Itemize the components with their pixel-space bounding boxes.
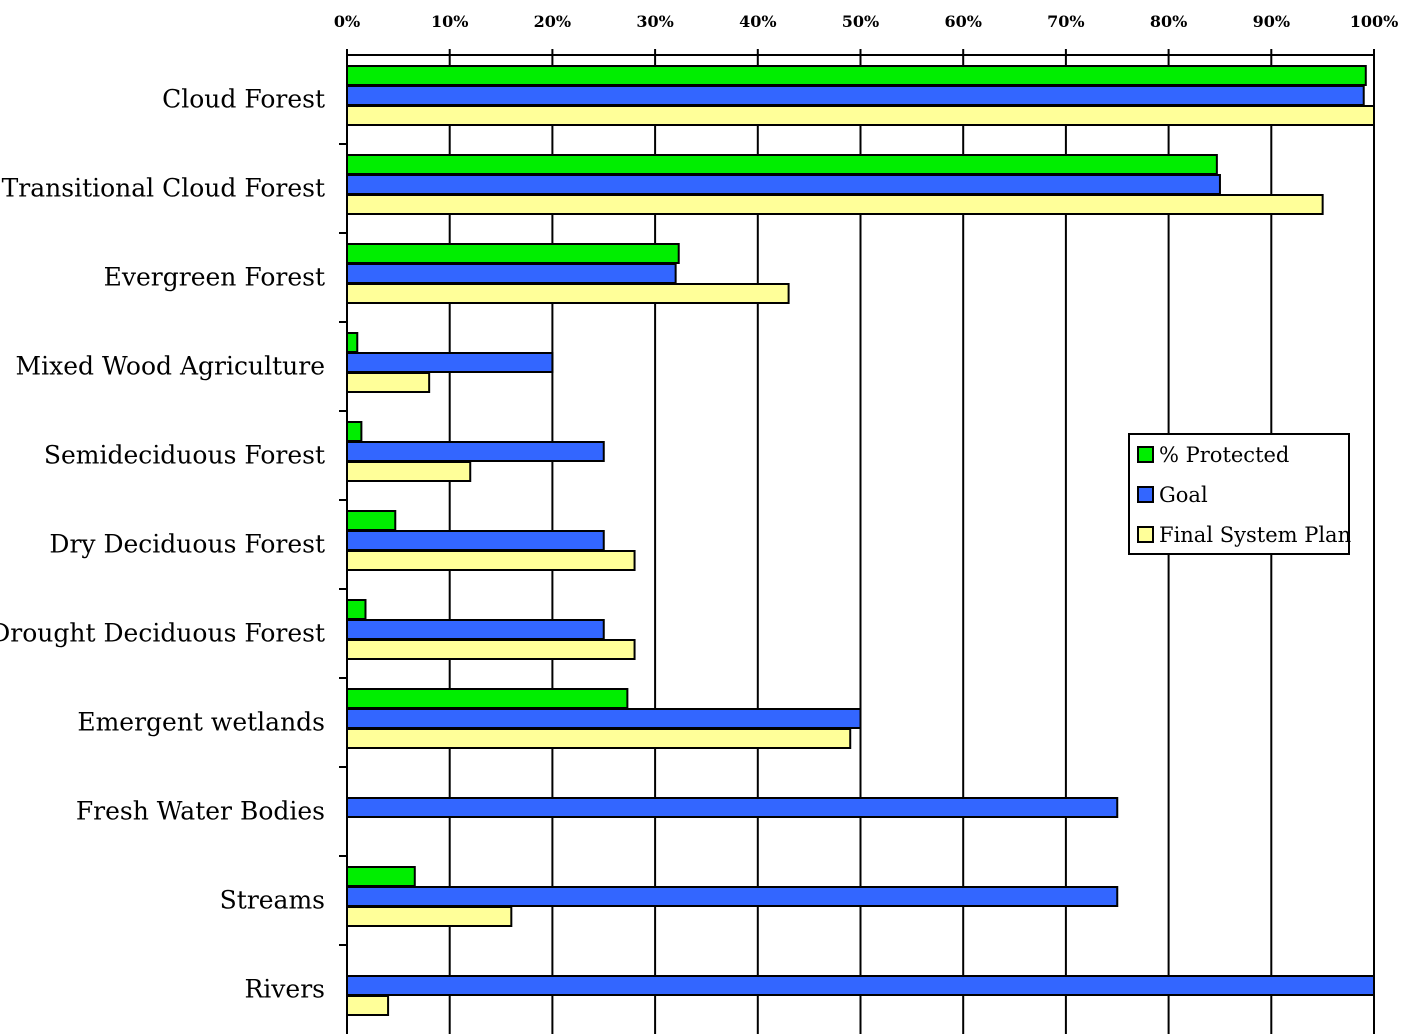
bar-protected: [346, 866, 416, 887]
legend-label: % Protected: [1159, 443, 1289, 467]
bar-protected: [346, 421, 363, 442]
category-labels: Cloud Forest Transitional Cloud Forest Eve…: [0, 85, 325, 1004]
x-tick-label: 40%: [739, 12, 776, 31]
bar-goal: [346, 797, 1119, 818]
category-label: Fresh Water Bodies: [76, 797, 325, 826]
bar-final-system-plan: [346, 995, 390, 1016]
category-label: Transitional Cloud Forest: [2, 174, 325, 203]
legend-swatch: [1137, 526, 1154, 543]
category-label: Rivers: [244, 975, 325, 1004]
bar-final-system-plan: [346, 194, 1324, 215]
legend: % Protected Goal Final System Plan: [1128, 433, 1351, 555]
legend-swatch: [1137, 446, 1154, 463]
bar-protected: [346, 332, 359, 353]
bar-goal: [346, 975, 1375, 996]
bar-protected: [346, 599, 367, 620]
x-tick-label: 70%: [1047, 12, 1084, 31]
x-tick-label: 0%: [334, 12, 360, 31]
category-label: Streams: [220, 886, 325, 915]
category-label: Cloud Forest: [162, 85, 325, 114]
legend-label: Final System Plan: [1159, 523, 1351, 547]
x-tick-label: 50%: [842, 12, 879, 31]
x-tick-label: 100%: [1350, 12, 1399, 31]
x-tick-label: 10%: [431, 12, 468, 31]
x-tick-label: 60%: [944, 12, 981, 31]
bar-final-system-plan: [346, 728, 852, 749]
axes: [339, 49, 1375, 1034]
bar-goal: [346, 886, 1119, 907]
bar-goal: [346, 441, 605, 462]
bar-goal: [346, 530, 605, 551]
legend-label: Goal: [1159, 483, 1208, 507]
bar-final-system-plan: [346, 906, 513, 927]
x-tick-label: 20%: [534, 12, 571, 31]
bar-final-system-plan: [346, 372, 431, 393]
bar-protected: [346, 688, 629, 709]
legend-swatch: [1137, 486, 1154, 503]
bar-protected: [346, 243, 680, 264]
bar-goal: [346, 174, 1221, 195]
x-tick-label: 80%: [1150, 12, 1187, 31]
bar-goal: [346, 619, 605, 640]
bar-goal: [346, 85, 1365, 106]
legend-box: [1128, 433, 1350, 555]
bar-final-system-plan: [346, 639, 636, 660]
category-label: Drought Deciduous Forest: [0, 619, 325, 648]
category-label: Mixed Wood Agriculture: [16, 352, 326, 381]
x-tick-label: 30%: [636, 12, 673, 31]
x-tick-labels: 0% 10% 20% 30% 40% 50% 60% 70% 80% 90% 100%: [334, 12, 1398, 31]
x-tick-label: 90%: [1253, 12, 1290, 31]
bar-protected: [346, 154, 1218, 175]
bar-final-system-plan: [346, 283, 790, 304]
bar-final-system-plan: [346, 461, 472, 482]
bar-final-system-plan: [346, 105, 1375, 126]
bar-goal: [346, 352, 554, 373]
bar-goal: [346, 708, 862, 729]
bar-protected: [346, 510, 397, 531]
bar-final-system-plan: [346, 550, 636, 571]
category-label: Semideciduous Forest: [44, 441, 325, 470]
bar-protected: [346, 65, 1367, 86]
category-label: Emergent wetlands: [77, 708, 325, 737]
category-label: Dry Deciduous Forest: [49, 530, 325, 559]
category-label: Evergreen Forest: [104, 263, 325, 292]
bar-goal: [346, 263, 677, 284]
bars: [346, 65, 1375, 1016]
